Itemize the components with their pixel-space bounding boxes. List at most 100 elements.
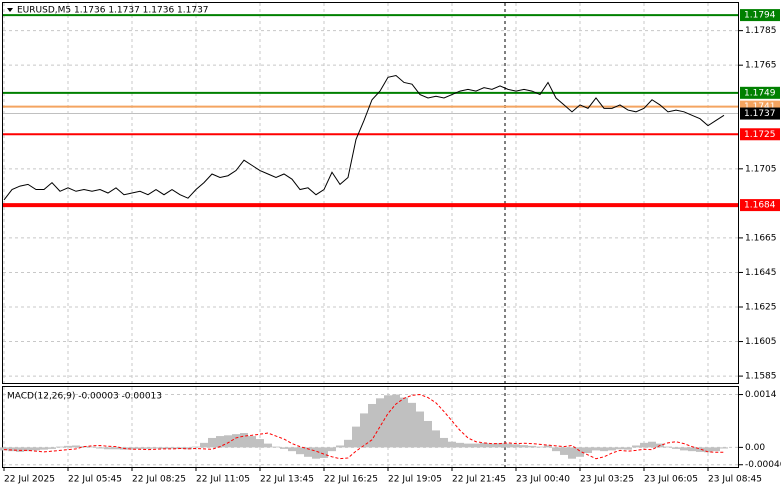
y-tick-label: 1.1645 [745, 268, 777, 278]
x-tick-label: 23 Jul 08:45 [708, 475, 762, 485]
macd-bar [432, 430, 440, 448]
macd-bar [168, 447, 176, 449]
macd-bar [504, 443, 512, 448]
macd-bar [288, 447, 296, 452]
last-price-label: 1.1737 [744, 109, 776, 119]
macd-bar [440, 437, 448, 448]
macd-bar [616, 447, 624, 450]
macd-bar [312, 447, 320, 459]
macd-bar [24, 447, 32, 452]
macd-bar [584, 447, 592, 454]
marks: 1.1785 1.1765 1.1705 1.1665 1.1645 1.1625 1.16… [0, 3, 781, 485]
macd-bar [544, 445, 552, 448]
x-tick-label: 22 Jul 21:45 [452, 475, 506, 485]
x-tick-label: 22 Jul 11:05 [196, 475, 250, 485]
macd-bar [464, 443, 472, 448]
macd-bar [384, 395, 392, 448]
macd-bar [496, 443, 504, 448]
x-tick-label: 22 Jul 19:05 [388, 475, 442, 485]
y-tick-label: 1.1665 [745, 233, 777, 243]
macd-bar [664, 446, 672, 448]
macd-bar [272, 446, 280, 448]
macd-bar [216, 436, 224, 448]
macd-bar [672, 447, 680, 449]
macd-bar [112, 447, 120, 450]
macd-bar [336, 445, 344, 448]
macd-bar [392, 394, 400, 448]
x-tick-label: 22 Jul 05:45 [68, 475, 122, 485]
macd-bar [632, 445, 640, 448]
y-tick-label: -0.00046 [745, 460, 781, 470]
x-tick-label: 23 Jul 00:40 [516, 475, 570, 485]
signal-line [3, 394, 724, 460]
macd-bar [568, 447, 576, 459]
macd-bar [104, 447, 112, 450]
macd-bar [624, 447, 632, 450]
macd-bar [328, 447, 336, 452]
macd-bar [600, 447, 608, 452]
macd-bar [488, 443, 496, 448]
macd-bar [48, 447, 56, 449]
x-tick-label: 23 Jul 03:25 [580, 475, 634, 485]
macd-bar [232, 434, 240, 448]
macd-bar [552, 447, 560, 452]
price-line [3, 75, 725, 201]
level-label-box [740, 199, 780, 212]
level-label: 1.1794 [744, 11, 776, 21]
macd-bar [648, 441, 656, 448]
macd-bar [64, 445, 72, 448]
macd-bar [560, 447, 568, 455]
y-tick-label: 1.1705 [745, 164, 777, 174]
y-tick-label: 0.00 [745, 443, 765, 453]
level-label: 1.1725 [744, 130, 776, 140]
macd-bar [304, 447, 312, 457]
macd-bar [480, 442, 488, 448]
y-tick-label: 1.1765 [745, 61, 777, 71]
macd-bar [160, 447, 168, 449]
macd-bar [264, 443, 272, 448]
macd-bar [608, 447, 616, 451]
level-label-box [740, 128, 780, 141]
level-label-box [740, 9, 780, 22]
macd-bar [376, 398, 384, 448]
macd-bar [320, 447, 328, 458]
macd-bar [360, 413, 368, 448]
menu-arrow [7, 8, 13, 12]
macd-bar [344, 439, 352, 448]
macd-bar [16, 447, 24, 452]
macd-bar [88, 446, 96, 448]
macd-bar [32, 447, 40, 451]
macd-bar [448, 441, 456, 448]
macd-bar [680, 447, 688, 451]
macd-bar [200, 442, 208, 448]
macd-bar [712, 447, 720, 452]
macd-bar [704, 447, 712, 453]
y-tick-label: 1.1625 [745, 303, 777, 313]
macd-bar [408, 402, 416, 448]
macd-bar [296, 447, 304, 455]
macd-bar [368, 403, 376, 448]
y-tick-label: 1.1585 [745, 372, 777, 382]
macd-bar [40, 447, 48, 450]
x-tick-label: 22 Jul 2025 [4, 475, 55, 485]
macd-title: MACD(12,26,9) -0.00003 -0.00013 [7, 392, 162, 402]
macd-bar [640, 442, 648, 448]
x-tick-label: 22 Jul 13:45 [260, 475, 314, 485]
x-tick-label: 22 Jul 16:25 [324, 475, 378, 485]
macd-bar [592, 447, 600, 451]
macd-bar [456, 442, 464, 448]
macd-bar [352, 426, 360, 448]
level-label: 1.1741 [744, 102, 776, 112]
y-tick-label: 1.1605 [745, 337, 777, 347]
macd-bar [472, 443, 480, 448]
price-panel [2, 2, 739, 384]
macd-bar [688, 447, 696, 452]
macd-bar [720, 447, 728, 449]
macd-bar [424, 420, 432, 448]
macd-bar [96, 447, 104, 449]
macd-bar [72, 445, 80, 448]
macd-bar [512, 444, 520, 448]
last-price-box [740, 107, 780, 120]
macd-bar [8, 447, 16, 452]
macd-bar [208, 437, 216, 448]
